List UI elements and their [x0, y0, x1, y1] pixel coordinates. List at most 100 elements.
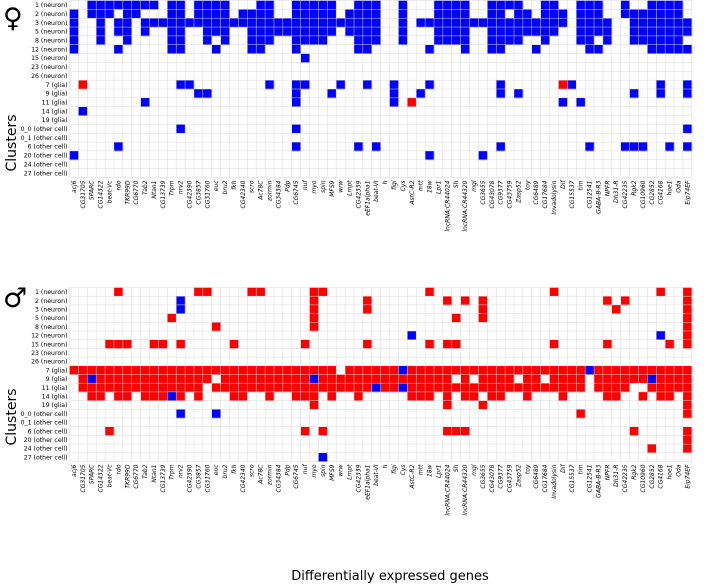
- female-heatmap-cell: [647, 18, 657, 28]
- male-heatmap-cell: [629, 365, 639, 375]
- female-heatmap-cell: [549, 9, 559, 19]
- female-heatmap-cell: [220, 35, 230, 46]
- female-heatmap-cell: [585, 35, 595, 46]
- female-heatmap-cell: [629, 18, 639, 28]
- male-column-label: Trpm: [169, 464, 176, 479]
- female-heatmap-cell: [300, 53, 310, 63]
- male-heatmap-cell: [238, 391, 248, 401]
- male-heatmap-cell: [611, 304, 621, 314]
- female-heatmap-cell: [300, 9, 310, 19]
- male-symbol: ♂: [3, 283, 27, 314]
- male-heatmap-cell: [238, 365, 248, 375]
- female-heatmap-cell: [665, 0, 675, 10]
- female-heatmap-cell: [140, 18, 150, 28]
- male-heatmap-cell: [229, 391, 239, 401]
- male-heatmap-cell: [460, 296, 470, 306]
- female-heatmap-cell: [656, 0, 666, 10]
- male-column-label: CG14322: [98, 464, 105, 492]
- female-heatmap-cell: [96, 18, 106, 28]
- female-column-label: SPARC: [89, 180, 96, 200]
- male-heatmap-cell: [407, 391, 417, 401]
- female-heatmap-cell: [656, 89, 666, 99]
- male-heatmap-cell: [478, 365, 488, 375]
- male-heatmap-cell: [433, 374, 444, 384]
- male-heatmap-cell: [460, 426, 470, 436]
- female-column-label: scro: [249, 180, 256, 193]
- male-heatmap-cell: [309, 313, 319, 323]
- male-heatmap-cell: [265, 374, 275, 384]
- female-heatmap-cell: [220, 27, 230, 37]
- female-heatmap-cell: [291, 80, 301, 90]
- female-column-label: mgl: [471, 180, 478, 192]
- male-heatmap-cell: [113, 365, 124, 375]
- female-heatmap-cell: [96, 0, 106, 10]
- female-heatmap-cell: [522, 18, 533, 28]
- male-row-label: 2 (neuron): [35, 298, 68, 305]
- female-heatmap-cell: [291, 27, 301, 37]
- female-heatmap-cell: [220, 0, 230, 10]
- male-heatmap-cell: [425, 365, 435, 375]
- male-column-label: nuf: [302, 464, 309, 475]
- female-heatmap-cell: [371, 27, 381, 37]
- female-heatmap-cell: [282, 18, 293, 28]
- male-heatmap-cell: [682, 409, 693, 419]
- female-column-label: 18w: [427, 180, 434, 193]
- female-heatmap-cell: [256, 0, 266, 10]
- male-heatmap-cell: [78, 383, 88, 393]
- male-heatmap-cell: [514, 365, 524, 375]
- male-heatmap-cell: [131, 383, 141, 393]
- male-heatmap-cell: [229, 374, 239, 384]
- male-heatmap-cell: [176, 391, 186, 401]
- male-heatmap-cell: [176, 339, 186, 349]
- female-heatmap-cell: [656, 35, 666, 46]
- female-column-label: wrw: [338, 180, 345, 192]
- female-heatmap-cell: [665, 35, 675, 46]
- male-heatmap-cell: [176, 304, 186, 314]
- female-column-label: CG31760: [204, 180, 211, 208]
- female-heatmap-cell: [122, 0, 133, 10]
- female-column-label: bru2: [222, 180, 229, 194]
- female-heatmap-cell: [451, 27, 461, 37]
- male-heatmap-cell: [211, 383, 221, 393]
- male-heatmap-cell: [682, 400, 693, 410]
- male-column-label: CG12541: [587, 465, 594, 493]
- male-heatmap-cell: [682, 339, 693, 349]
- female-row-label: 1 (neuron): [35, 2, 68, 9]
- male-heatmap-cell: [122, 383, 133, 393]
- female-heatmap-cell: [300, 35, 310, 46]
- female-heatmap-cell: [265, 27, 275, 37]
- male-heatmap-cell: [620, 365, 630, 375]
- male-heatmap-cell: [425, 287, 435, 297]
- male-heatmap-cell: [416, 365, 426, 375]
- female-heatmap-cell: [638, 27, 648, 37]
- male-heatmap-cell: [531, 374, 541, 384]
- female-column-label: beat-Vc: [107, 180, 114, 204]
- male-heatmap-cell: [193, 365, 204, 375]
- male-heatmap-cell: [487, 365, 497, 375]
- female-heatmap-cell: [665, 44, 675, 54]
- male-heatmap-cell: [682, 374, 693, 384]
- female-row-label: 0_0 (other cell): [21, 126, 68, 133]
- male-heatmap-cell: [451, 383, 461, 393]
- female-heatmap-cell: [425, 44, 435, 54]
- male-heatmap-cell: [122, 365, 133, 375]
- male-heatmap-cell: [113, 391, 124, 401]
- male-heatmap-cell: [167, 391, 177, 401]
- female-heatmap-cell: [585, 18, 595, 28]
- male-heatmap-cell: [638, 374, 648, 384]
- male-heatmap-cell: [647, 365, 657, 375]
- male-heatmap-cell: [105, 374, 115, 384]
- male-column-label: toy: [524, 464, 531, 474]
- male-column-label: CG6489: [533, 464, 540, 488]
- female-heatmap-cell: [167, 44, 177, 54]
- male-heatmap-cell: [540, 383, 550, 393]
- male-heatmap-cell: [576, 383, 586, 393]
- female-heatmap-cell: [451, 35, 461, 46]
- female-heatmap-cell: [505, 18, 515, 28]
- female-heatmap-cell: [211, 27, 221, 37]
- male-column-label: CG34384: [275, 464, 282, 492]
- female-heatmap-cell: [496, 27, 506, 37]
- male-heatmap-cell: [682, 322, 693, 332]
- female-column-label: CG13739: [160, 180, 167, 208]
- male-heatmap-cell: [300, 391, 310, 401]
